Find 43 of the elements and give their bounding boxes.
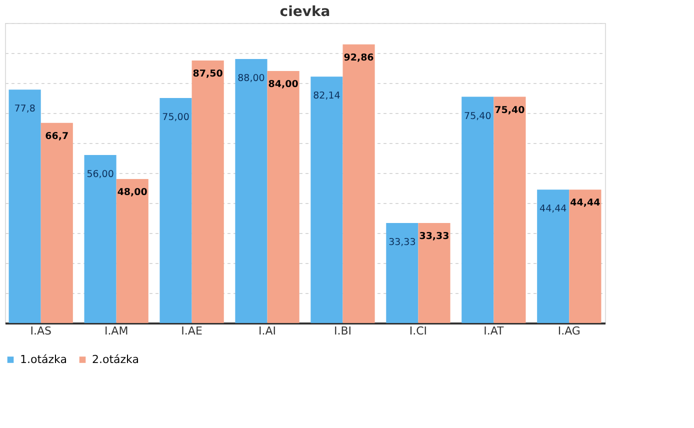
data-label: 75,40 — [464, 110, 492, 122]
legend-label: 1.otázka — [20, 352, 67, 366]
data-label: 88,00 — [238, 73, 265, 84]
data-label: 77,8 — [14, 104, 36, 115]
bar — [310, 76, 343, 323]
bar — [569, 190, 602, 323]
x-tick-label: I.AT — [484, 324, 504, 338]
bar — [494, 96, 526, 323]
bar — [8, 90, 41, 323]
bar — [462, 96, 494, 323]
data-label: 84,00 — [268, 79, 299, 90]
bar — [84, 155, 116, 323]
bar — [537, 190, 570, 323]
bar — [40, 122, 73, 323]
bar — [116, 179, 148, 323]
bar — [267, 71, 300, 323]
bar — [160, 98, 192, 323]
data-label: 87,50 — [192, 68, 224, 80]
chart-title: cievka — [280, 4, 330, 20]
data-label: 66,7 — [45, 130, 69, 142]
x-tick-label: I.AE — [181, 324, 202, 338]
x-tick-label: I.AI — [258, 324, 276, 338]
data-label: 75,40 — [494, 104, 526, 116]
bar — [192, 60, 224, 323]
data-label: 92,86 — [344, 52, 374, 64]
x-tick-label: I.BI — [334, 324, 352, 338]
x-tick-label: I.AM — [104, 324, 128, 338]
x-tick-label: I.AS — [30, 324, 52, 338]
data-label: 82,14 — [313, 90, 340, 102]
data-label: 75,00 — [162, 112, 190, 123]
bar — [386, 223, 418, 323]
data-label: 44,44 — [540, 204, 567, 215]
data-label: 33,33 — [388, 237, 416, 248]
data-label: 48,00 — [117, 187, 148, 198]
bar — [342, 44, 375, 323]
bar — [418, 223, 450, 323]
x-tick-label: I.CI — [409, 324, 428, 338]
legend-label: 2.otázka — [92, 352, 139, 366]
data-label: 33,33 — [419, 231, 450, 242]
data-label: 44,44 — [570, 198, 601, 209]
x-tick-label: I.AG — [558, 324, 580, 338]
bar — [235, 59, 268, 323]
data-label: 56,00 — [86, 169, 114, 180]
